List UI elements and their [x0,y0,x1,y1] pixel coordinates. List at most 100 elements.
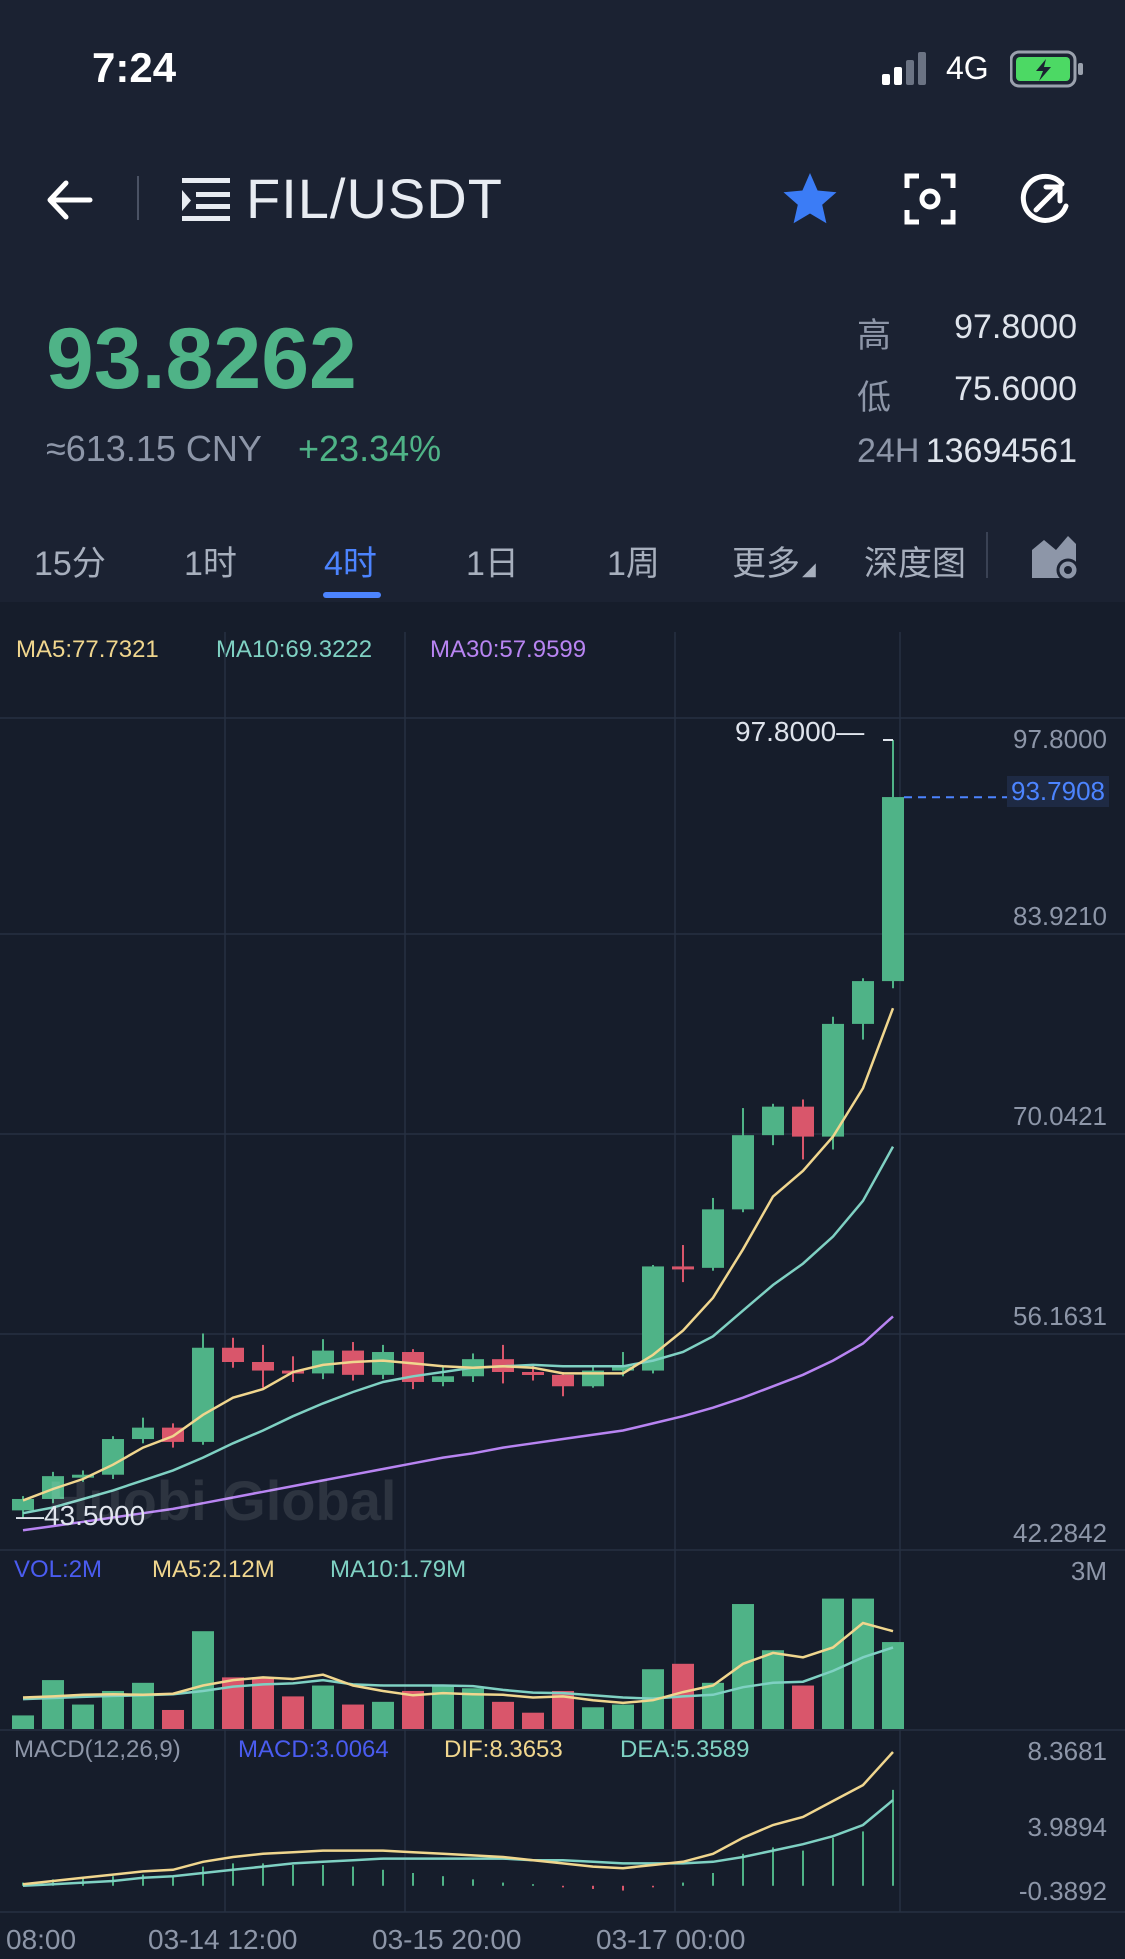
volume-bar [72,1704,94,1729]
volume-bar [42,1680,64,1729]
battery-icon [1009,50,1086,95]
price-cny: ≈613.15 CNY [46,428,262,469]
vol-ma10-legend: MA10:1.79M [330,1556,467,1583]
volume-bar [312,1685,334,1729]
tab-1h[interactable]: 1时 [184,545,237,583]
volume-bar [162,1709,184,1729]
volume-bar [822,1598,844,1729]
price-change-percent: +23.34% [298,428,442,469]
favorite-star-icon[interactable] [780,170,840,231]
candle-body [42,1476,64,1499]
volume-bar [702,1682,724,1729]
volume-bar [522,1712,544,1729]
current-price-tag: 93.7908 [1007,776,1109,807]
candle-body [432,1376,454,1382]
volume-bar [792,1685,814,1729]
price-axis-tick: 42.2842 [1013,1518,1107,1548]
price-axis-tick: 56.1631 [1013,1301,1107,1331]
ma30-line [22,1315,894,1532]
dea-legend: DEA:5.3589 [620,1736,750,1763]
time-axis-label: 03-14 12:00 [148,1924,298,1955]
candle-body [762,1106,784,1136]
low-price-marker: —43.5000 [16,1500,146,1531]
vol24h-label: 24H [857,432,920,470]
macd-title: MACD(12,26,9) [14,1736,181,1763]
ma5-legend: MA5:77.7321 [16,636,159,663]
chart-area[interactable] [0,602,1125,1959]
tab-4h[interactable]: 4时 [324,545,377,583]
candle-body [852,981,874,1024]
volume-bar [762,1650,784,1729]
high-value: 97.8000 [954,308,1077,346]
volume-bar [552,1690,574,1729]
low-value: 75.6000 [954,370,1077,408]
volume-bar [102,1690,124,1729]
tab-depth[interactable]: 深度图 [864,545,966,583]
pair-title[interactable]: FIL/USDT [246,167,503,230]
menu-list-icon[interactable] [182,176,232,227]
dea-line [22,1799,894,1888]
candle-body [822,1023,844,1137]
tab-more[interactable]: 更多 ◢ [732,536,816,585]
price-axis-tick: 70.0421 [1013,1101,1107,1131]
volume-bar [732,1604,754,1729]
high-price-marker: 97.8000— [735,716,865,747]
ma10-legend: MA10:69.3222 [216,636,373,663]
price-axis-tick: 83.9210 [1013,901,1107,931]
volume-bar [882,1642,904,1729]
back-arrow-icon[interactable] [40,170,100,235]
tab-1w[interactable]: 1周 [607,545,660,583]
ma30-legend: MA30:57.9599 [430,636,587,663]
last-price: 93.8262 [46,311,357,407]
low-marker-value: 43.5000 [44,1500,146,1531]
watermark: Huobi Global [48,1469,397,1532]
candle-body [702,1209,724,1268]
share-icon[interactable] [1016,170,1074,233]
volume-bar [432,1685,454,1729]
volume-bar [12,1715,34,1729]
candlestick-chart[interactable] [0,602,1125,1959]
candle-body [252,1362,274,1371]
dif-line [22,1751,894,1886]
high-marker-value: 97.8000 [735,716,837,747]
high-label: 高 [857,317,891,355]
candle-body [552,1374,574,1387]
status-time: 7:24 [92,44,177,91]
volume-bar [192,1631,214,1729]
macd-value-legend: MACD:3.0064 [238,1736,389,1763]
candle-body [312,1350,334,1374]
macd-axis-tick: 3.9894 [1027,1812,1107,1842]
volume-bar [852,1598,874,1729]
candle-body [372,1352,394,1375]
candle-body [72,1474,94,1478]
candle-body [132,1427,154,1440]
macd-axis-tick: -0.3892 [1018,1876,1107,1906]
tab-15min[interactable]: 15分 [34,545,106,583]
volume-bar [462,1688,484,1729]
candle-body [612,1366,634,1371]
tab-divider [986,532,988,578]
volume-bar [342,1704,364,1729]
volume-bar [282,1696,304,1729]
screenshot-scan-icon[interactable] [903,172,957,231]
dif-legend: DIF:8.3653 [444,1736,563,1763]
ma10-line [22,1145,895,1515]
tab-1d[interactable]: 1日 [466,545,519,583]
volume-bar [222,1677,244,1729]
volume-bar [492,1701,514,1729]
active-tab-indicator [323,592,381,598]
vol-ma5-legend: MA5:2.12M [152,1556,275,1583]
candle-body [522,1371,544,1375]
signal-icon [882,52,932,91]
candle-body [882,797,904,982]
chart-settings-icon[interactable] [1030,532,1084,587]
volume-ma5-line [22,1621,894,1705]
candle-body [102,1439,124,1475]
network-type: 4G [946,50,989,86]
candle-body [672,1266,694,1270]
time-axis-label: 03-17 00:00 [596,1924,746,1955]
volume-bar [252,1677,274,1729]
dropdown-triangle-icon: ◢ [802,559,816,579]
time-axis-label: 08:00 [6,1924,77,1955]
vol24h-value: 13694561 [925,432,1077,470]
